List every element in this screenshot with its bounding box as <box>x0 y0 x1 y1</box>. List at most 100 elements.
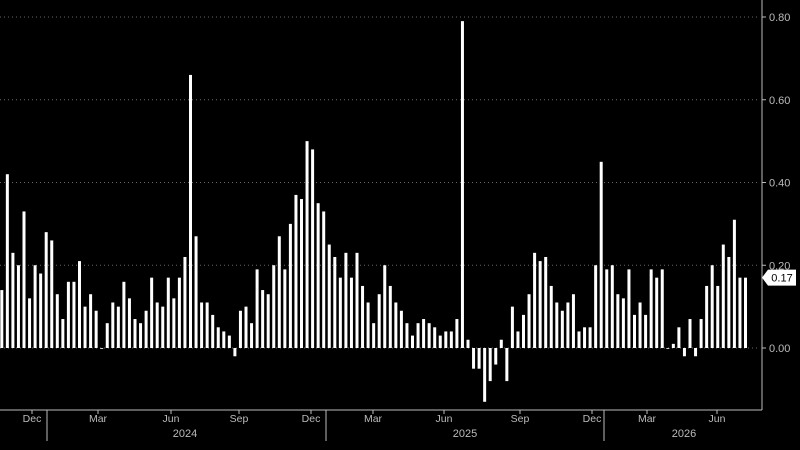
bar <box>105 323 109 348</box>
x-month-label: Jun <box>709 413 726 425</box>
bar <box>300 199 303 348</box>
bar <box>305 141 309 349</box>
bars <box>0 21 747 402</box>
bar <box>361 285 365 348</box>
bar <box>255 269 259 348</box>
bar <box>211 314 215 348</box>
bar <box>66 281 70 348</box>
bar <box>649 269 653 348</box>
bar <box>571 294 575 348</box>
bar <box>411 335 414 348</box>
bar <box>433 327 437 348</box>
bar <box>344 252 348 348</box>
bar <box>283 269 287 348</box>
bar <box>355 252 359 348</box>
x-month-label: Dec <box>23 413 42 425</box>
bar <box>377 294 381 348</box>
bar <box>499 339 503 348</box>
bar <box>139 323 143 348</box>
bar <box>616 294 620 348</box>
bar <box>216 327 220 348</box>
bar <box>682 348 686 357</box>
bar <box>427 323 431 348</box>
bar <box>560 310 564 348</box>
bar <box>116 306 120 349</box>
bar <box>666 348 670 349</box>
bar <box>566 302 570 348</box>
bar <box>166 277 170 348</box>
bar <box>28 298 32 348</box>
bar <box>327 244 331 348</box>
bar <box>522 314 525 348</box>
bar <box>205 302 209 348</box>
bar <box>644 314 648 348</box>
bar <box>133 319 137 348</box>
bar <box>388 285 392 348</box>
bar <box>122 281 126 348</box>
x-year-label: 2024 <box>173 428 197 440</box>
bar <box>172 298 176 348</box>
bar <box>83 306 87 349</box>
bar <box>477 348 481 369</box>
bar <box>316 203 320 348</box>
bar <box>333 256 337 348</box>
bar <box>716 285 720 348</box>
bar <box>155 302 159 348</box>
x-axis: Dec Mar Jun Sep Dec Mar Jun Sep Dec Mar Jun 2024 202… <box>0 409 762 441</box>
bar <box>638 302 642 348</box>
bar <box>416 323 420 348</box>
bar <box>33 265 37 348</box>
bar <box>372 323 376 348</box>
bar <box>89 294 93 348</box>
bar <box>322 211 326 348</box>
y-tick-label: 0.00 <box>769 343 790 355</box>
bar <box>311 149 315 348</box>
bar <box>394 302 398 348</box>
bar <box>438 335 442 348</box>
bar <box>577 331 581 348</box>
bar <box>494 348 498 365</box>
bar <box>233 348 237 357</box>
bar <box>527 294 531 348</box>
bar <box>50 240 54 348</box>
bar <box>227 335 231 348</box>
last-value-marker: 0.17 <box>762 269 796 286</box>
x-month-label: Sep <box>230 413 249 425</box>
x-month-label: Mar <box>638 413 657 425</box>
x-month-label: Jun <box>163 413 180 425</box>
y-tick-label: 0.80 <box>769 12 790 24</box>
x-month-label: Mar <box>89 413 108 425</box>
bar <box>16 265 20 348</box>
x-year-label: 2025 <box>453 428 477 440</box>
bar <box>111 302 115 348</box>
x-month-label: Sep <box>511 413 530 425</box>
bar <box>94 310 98 348</box>
bar <box>200 302 204 348</box>
bar <box>588 327 592 348</box>
bar <box>238 310 242 348</box>
bar <box>72 281 76 348</box>
bar <box>150 277 154 348</box>
bar <box>555 302 559 348</box>
bar <box>605 269 609 348</box>
bar <box>516 331 520 348</box>
bar <box>61 319 65 348</box>
bar <box>688 319 692 348</box>
bar <box>610 265 614 348</box>
bar <box>189 74 192 349</box>
bar <box>538 261 542 348</box>
bar <box>194 236 198 348</box>
bar <box>544 256 548 348</box>
bar <box>444 331 448 348</box>
bar <box>399 310 403 348</box>
y-tick-label: 0.40 <box>769 178 790 190</box>
last-value-badge: 0.17 <box>762 269 796 286</box>
bar <box>100 348 104 349</box>
bar <box>294 194 298 348</box>
bar <box>22 211 26 348</box>
bar <box>250 323 254 348</box>
bar <box>744 277 747 348</box>
bar <box>144 310 148 348</box>
x-month-label: Jun <box>436 413 453 425</box>
